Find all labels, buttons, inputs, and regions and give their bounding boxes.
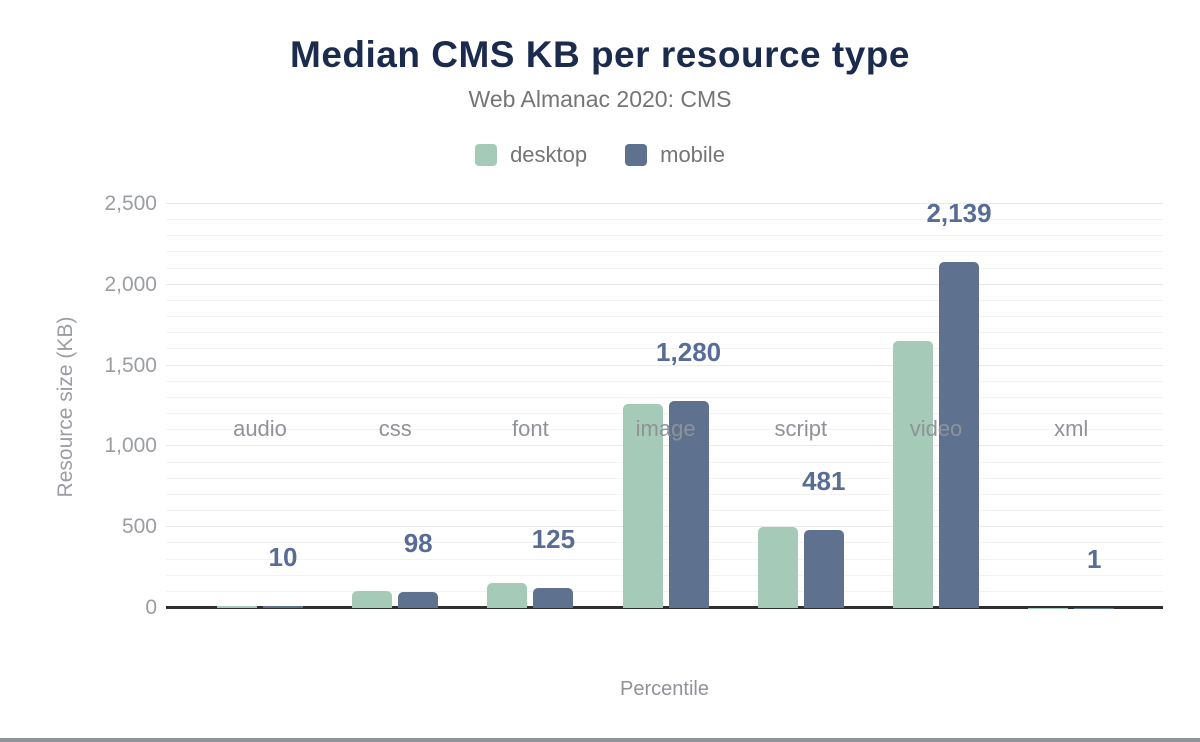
gridline-1500 [166, 364, 1163, 366]
x-tick-label-css: css [378, 416, 412, 441]
y-axis-title: Resource size (KB) [54, 316, 77, 498]
script-mobile-bar[interactable] [803, 530, 844, 608]
gridline-1100 [166, 429, 1163, 431]
video-value-label: 2,139 [926, 198, 992, 229]
font-value-label: 125 [531, 523, 576, 554]
x-tick-label-xml: xml [1054, 416, 1089, 441]
x-tick-label-font: font [512, 416, 549, 441]
gridline-1300 [166, 396, 1163, 398]
x-axis-title: Percentile [620, 678, 709, 700]
gridline-1800 [166, 316, 1163, 318]
script-value-label: 481 [802, 466, 846, 497]
plot-area: 10 98 125 1,280 481 2,139 1 [166, 198, 1163, 609]
x-tick-label-video: video [909, 416, 963, 441]
image-mobile-bar[interactable] [668, 401, 709, 608]
x-axis-line [166, 606, 1163, 609]
gridline-200 [166, 574, 1163, 576]
gridline-100 [166, 590, 1163, 592]
gridline-2400 [166, 219, 1163, 221]
chart-title: Median CMS KB per resource type [290, 34, 910, 75]
script-desktop-bar[interactable] [757, 527, 798, 608]
gridline-1000 [166, 445, 1163, 447]
y-tick-label-0: 0 [145, 596, 157, 619]
gridline-2200 [166, 251, 1163, 253]
x-tick-label-image: image [635, 416, 696, 441]
css-desktop-bar[interactable] [352, 591, 393, 608]
image-value-label: 1,280 [656, 337, 722, 368]
mobile-legend-swatch [625, 144, 648, 166]
legend-item-desktop: desktop [475, 142, 587, 168]
mobile-legend-label: mobile [660, 142, 725, 167]
gridline-1200 [166, 413, 1163, 415]
legend-item-mobile: mobile [625, 142, 725, 168]
font-mobile-bar[interactable] [533, 587, 574, 608]
y-tick-label-1,500: 1,500 [104, 353, 157, 377]
gridline-2000 [166, 283, 1163, 285]
gridline-600 [166, 510, 1163, 512]
gridline-900 [166, 461, 1163, 463]
bottom-border-strip [0, 738, 1200, 742]
xml-value-label: 1 [1086, 543, 1102, 574]
css-mobile-bar[interactable] [398, 592, 439, 608]
audio-value-label: 10 [268, 542, 298, 573]
gridline-1700 [166, 332, 1163, 334]
gridline-2100 [166, 267, 1163, 269]
gridline-300 [166, 558, 1163, 560]
gridline-700 [166, 493, 1163, 495]
gridline-800 [166, 477, 1163, 479]
video-mobile-bar[interactable] [939, 262, 979, 608]
y-tick-label-2,500: 2,500 [104, 192, 157, 215]
desktop-legend-swatch [475, 144, 498, 166]
css-value-label: 98 [403, 528, 433, 559]
audio-desktop-bar[interactable] [217, 605, 257, 608]
gridline-1900 [166, 299, 1163, 301]
chart-subtitle: Web Almanac 2020: CMS [468, 86, 732, 112]
image-desktop-bar[interactable] [622, 404, 663, 608]
y-tick-label-1,000: 1,000 [104, 434, 157, 458]
gridline-2300 [166, 235, 1163, 237]
gridline-2500 [166, 203, 1163, 204]
gridline-1600 [166, 348, 1163, 350]
x-tick-label-script: script [774, 416, 828, 441]
audio-mobile-bar[interactable] [263, 606, 303, 608]
desktop-legend-label: desktop [510, 142, 588, 167]
video-desktop-bar[interactable] [893, 340, 933, 608]
y-tick-label-500: 500 [121, 515, 157, 539]
gridline-400 [166, 542, 1163, 544]
legend: desktop mobile [0, 142, 1200, 168]
font-desktop-bar[interactable] [487, 582, 528, 608]
gridline-500 [166, 526, 1163, 528]
y-tick-label-2,000: 2,000 [104, 272, 157, 296]
x-tick-label-audio: audio [233, 416, 287, 441]
gridline-1400 [166, 380, 1163, 382]
